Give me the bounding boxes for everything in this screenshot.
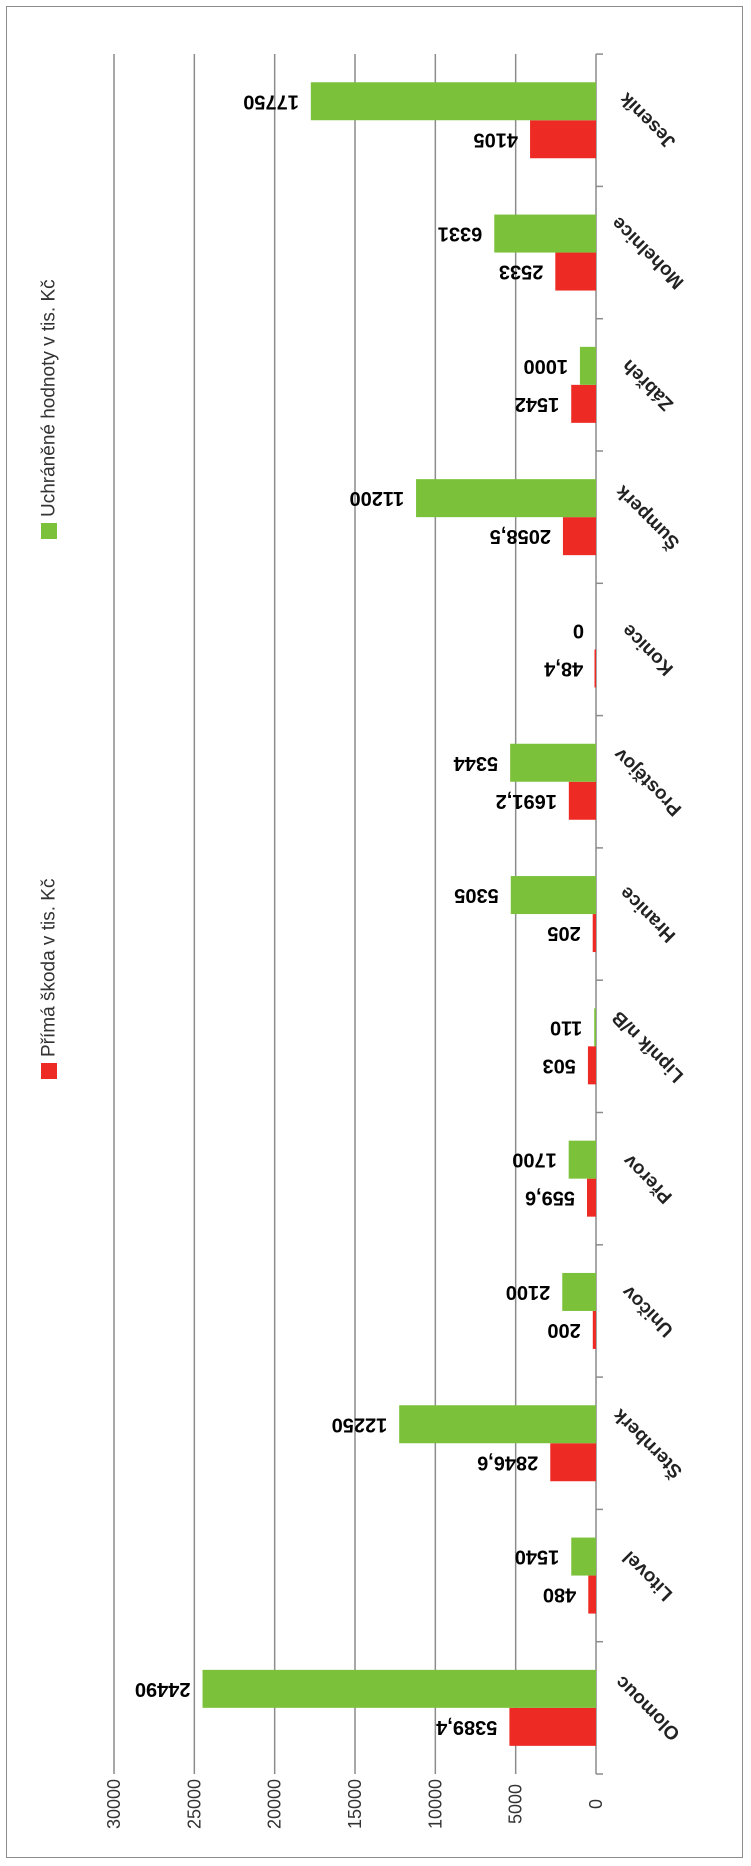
data-label-protected-values: 0 [573, 619, 584, 641]
bar-primary-damage [571, 384, 596, 423]
data-label-primary-damage: 200 [547, 1319, 580, 1341]
bar-primary-damage [550, 1443, 596, 1482]
data-label-primary-damage: 4105 [474, 128, 519, 150]
category-label: Mohelnice [608, 212, 689, 293]
legend-swatch-0 [41, 1063, 57, 1079]
bar-primary-damage [509, 1707, 596, 1746]
bar-protected-values [579, 346, 596, 385]
value-tick-label: 15000 [345, 1779, 365, 1829]
data-label-protected-values: 24490 [135, 1678, 191, 1700]
bar-primary-damage [568, 781, 596, 820]
data-label-primary-damage: 2058,5 [490, 525, 551, 547]
value-tick-label: 10000 [425, 1779, 445, 1829]
category-label: Hranice [616, 882, 680, 946]
category-label: Litovel [619, 1546, 677, 1604]
bar-primary-damage [592, 1310, 596, 1349]
data-label-primary-damage: 559,6 [525, 1187, 575, 1209]
bar-protected-values [562, 1272, 596, 1311]
data-label-primary-damage: 5389,4 [435, 1716, 497, 1738]
category-label: Lipník n/B [608, 1006, 688, 1086]
category-label: Šternberk [608, 1404, 687, 1483]
data-label-protected-values: 1700 [512, 1149, 557, 1171]
value-tick-label: 5000 [506, 1784, 526, 1824]
data-label-protected-values: 12250 [332, 1413, 388, 1435]
data-label-protected-values: 5305 [454, 884, 499, 906]
bar-primary-damage [592, 914, 596, 953]
bar-primary-damage [587, 1178, 596, 1217]
bar-protected-values [571, 1537, 596, 1576]
data-label-protected-values: 17750 [243, 90, 299, 112]
data-label-protected-values: 11200 [350, 487, 405, 509]
category-label: Uničov [618, 1281, 678, 1341]
legend-swatch-1 [41, 523, 57, 539]
category-label: Konice [618, 620, 678, 680]
category-label: Jeseník [616, 88, 680, 152]
data-label-primary-damage: 480 [543, 1584, 576, 1606]
bar-protected-values [494, 214, 596, 253]
bar-protected-values [568, 1140, 596, 1179]
data-label-protected-values: 110 [550, 1016, 582, 1038]
data-label-primary-damage: 503 [543, 1054, 576, 1076]
bar-protected-values [510, 743, 596, 782]
category-label: Šumperk [611, 481, 684, 554]
chart-frame [6, 6, 743, 1858]
bar-primary-damage [587, 1046, 596, 1085]
category-label: Olomouc [611, 1671, 684, 1744]
bar-protected-values [310, 82, 596, 121]
value-tick-label: 0 [586, 1799, 606, 1809]
data-label-protected-values: 2100 [506, 1281, 551, 1303]
bar-primary-damage [594, 649, 596, 688]
bar-protected-values [510, 876, 596, 915]
bar-protected-values [594, 1008, 596, 1047]
data-label-primary-damage: 48,4 [543, 657, 583, 679]
data-label-primary-damage: 2533 [499, 261, 543, 283]
bar-protected-values [399, 1405, 596, 1444]
legend-label-1: Uchráněné hodnoty v tis. Kč [39, 279, 60, 517]
legend-label-0: Přímá škoda v tis. Kč [39, 879, 60, 1057]
data-label-primary-damage: 2846,6 [477, 1451, 538, 1473]
data-label-protected-values: 5344 [453, 752, 498, 774]
bar-protected-values [202, 1669, 596, 1708]
bar-primary-damage [530, 120, 596, 159]
bar-primary-damage [562, 517, 596, 556]
data-label-primary-damage: 1691,2 [496, 790, 557, 812]
value-tick-label: 20000 [265, 1779, 285, 1829]
data-label-primary-damage: 1542 [515, 393, 560, 415]
data-label-protected-values: 1000 [523, 355, 568, 377]
bar-primary-damage [555, 252, 596, 291]
data-label-protected-values: 1540 [515, 1546, 560, 1568]
value-tick-label: 30000 [104, 1779, 124, 1829]
category-label: Zábřeh [618, 355, 678, 415]
category-label: Prostějov [610, 743, 686, 819]
data-label-primary-damage: 205 [547, 922, 580, 944]
bar-primary-damage [588, 1575, 596, 1614]
category-label: Přerov [619, 1150, 677, 1208]
bar-protected-values [416, 479, 596, 518]
data-label-protected-values: 6331 [438, 223, 483, 245]
value-tick-label: 25000 [184, 1779, 204, 1829]
